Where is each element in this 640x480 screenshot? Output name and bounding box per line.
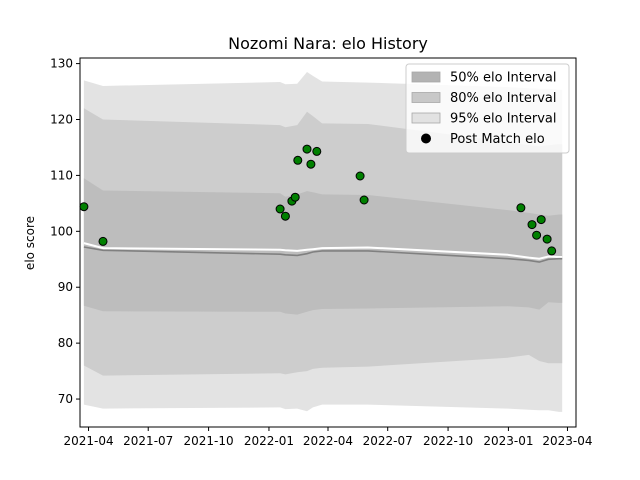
legend-label: 50% elo Interval [450,71,557,86]
median-line [83,246,563,263]
post-match-point [306,159,316,169]
post-match-point [98,236,108,246]
y-tick-label: 90 [58,280,73,294]
post-match-points [79,144,557,256]
y-tick-label: 120 [50,113,73,127]
legend: 50% elo Interval 80% elo Interval 95% elo … [405,63,570,154]
x-tick-label: 2023-01 [483,434,533,448]
x-tick-label: 2022-07 [363,434,413,448]
x-tick-label: 2021-10 [184,434,234,448]
x-tick-label: 2021-07 [123,434,173,448]
y-tick-label: 70 [58,392,73,406]
legend-label: 80% elo Interval [450,91,557,106]
post-match-point [516,203,526,213]
post-match-point [275,204,285,214]
legend-marker [421,133,431,144]
post-match-point [359,195,369,205]
post-match-point [547,246,557,256]
post-match-point [280,211,290,221]
post-match-point [290,192,300,202]
post-match-point [527,220,537,230]
legend-box [405,63,570,154]
x-tick-label: 2022-10 [423,434,473,448]
axes: 70 80 90 100 110 120 130 2021-04 2021-07 2021-10 2… [50,57,592,448]
y-axis-label: elo score [23,216,37,270]
post-match-point [302,144,312,154]
x-tick-label: 2022-01 [244,434,294,448]
legend-swatch [411,112,441,124]
elo-lines [83,242,563,263]
legend-label: 95% elo Interval [450,112,557,127]
band-3 [83,178,563,315]
y-tick-label: 130 [50,57,73,71]
legend-swatch [411,92,441,103]
y-tick-label: 80 [58,336,73,350]
post-match-point [542,234,552,244]
chart-title: Nozomi Nara: elo History [228,34,428,53]
post-match-point [79,202,89,212]
interval-bands [83,72,563,412]
legend-swatch [411,71,441,83]
y-tick-label: 100 [50,224,73,238]
x-tick-label: 2021-04 [63,434,113,448]
post-match-point [312,146,322,156]
x-tick-label: 2022-04 [303,434,353,448]
post-match-point [536,215,546,225]
x-tick-label: 2023-04 [542,434,592,448]
y-tick-label: 110 [50,168,73,182]
mean-line [83,242,563,260]
post-match-point [532,230,542,240]
legend-label: Post Match elo [450,132,545,147]
post-match-point [355,171,365,181]
post-match-point [293,155,303,165]
